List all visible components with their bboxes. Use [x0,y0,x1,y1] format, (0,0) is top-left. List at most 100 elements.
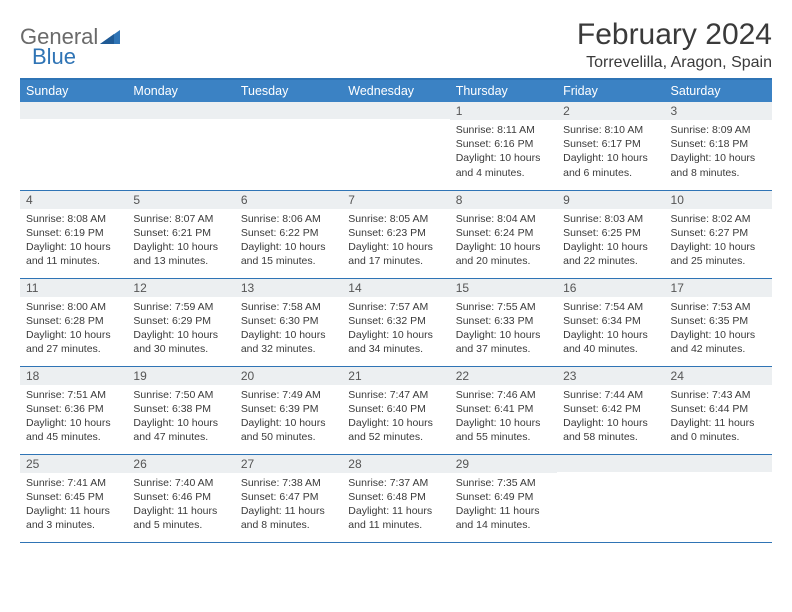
calendar-cell: 22Sunrise: 7:46 AMSunset: 6:41 PMDayligh… [450,366,557,454]
calendar-cell: 3Sunrise: 8:09 AMSunset: 6:18 PMDaylight… [665,102,772,190]
sunset-text: Sunset: 6:17 PM [563,137,658,151]
day-number: 8 [450,191,557,209]
calendar-head: Sunday Monday Tuesday Wednesday Thursday… [20,79,772,102]
day-number [127,102,234,119]
sunrise-text: Sunrise: 8:03 AM [563,212,658,226]
sunset-text: Sunset: 6:41 PM [456,402,551,416]
sunset-text: Sunset: 6:18 PM [671,137,766,151]
day-data: Sunrise: 7:59 AMSunset: 6:29 PMDaylight:… [127,297,234,361]
sunset-text: Sunset: 6:30 PM [241,314,336,328]
sunrise-text: Sunrise: 7:37 AM [348,476,443,490]
calendar-cell [235,102,342,190]
day-number: 25 [20,455,127,473]
weekday-header: Monday [127,79,234,102]
calendar-table: Sunday Monday Tuesday Wednesday Thursday… [20,78,772,543]
calendar-cell: 6Sunrise: 8:06 AMSunset: 6:22 PMDaylight… [235,190,342,278]
day-number: 16 [557,279,664,297]
sunrise-text: Sunrise: 7:46 AM [456,388,551,402]
calendar-cell: 8Sunrise: 8:04 AMSunset: 6:24 PMDaylight… [450,190,557,278]
logo-text-blue: Blue [32,44,76,70]
day-number: 27 [235,455,342,473]
day-data: Sunrise: 7:55 AMSunset: 6:33 PMDaylight:… [450,297,557,361]
day-data: Sunrise: 7:53 AMSunset: 6:35 PMDaylight:… [665,297,772,361]
day-data: Sunrise: 7:51 AMSunset: 6:36 PMDaylight:… [20,385,127,449]
calendar-cell [342,102,449,190]
sunset-text: Sunset: 6:42 PM [563,402,658,416]
day-data: Sunrise: 7:50 AMSunset: 6:38 PMDaylight:… [127,385,234,449]
sunrise-text: Sunrise: 7:44 AM [563,388,658,402]
sunrise-text: Sunrise: 8:05 AM [348,212,443,226]
daylight-text: Daylight: 10 hours and 25 minutes. [671,240,766,268]
day-data: Sunrise: 7:54 AMSunset: 6:34 PMDaylight:… [557,297,664,361]
day-data: Sunrise: 7:47 AMSunset: 6:40 PMDaylight:… [342,385,449,449]
day-data: Sunrise: 7:35 AMSunset: 6:49 PMDaylight:… [450,473,557,537]
sunset-text: Sunset: 6:21 PM [133,226,228,240]
sunset-text: Sunset: 6:28 PM [26,314,121,328]
daylight-text: Daylight: 10 hours and 40 minutes. [563,328,658,356]
day-data: Sunrise: 8:08 AMSunset: 6:19 PMDaylight:… [20,209,127,273]
calendar-row: 25Sunrise: 7:41 AMSunset: 6:45 PMDayligh… [20,454,772,542]
month-title: February 2024 [577,18,772,52]
calendar-cell: 18Sunrise: 7:51 AMSunset: 6:36 PMDayligh… [20,366,127,454]
location-text: Torrevelilla, Aragon, Spain [577,54,772,72]
calendar-cell: 5Sunrise: 8:07 AMSunset: 6:21 PMDaylight… [127,190,234,278]
day-data: Sunrise: 7:57 AMSunset: 6:32 PMDaylight:… [342,297,449,361]
sunset-text: Sunset: 6:25 PM [563,226,658,240]
day-number: 7 [342,191,449,209]
daylight-text: Daylight: 10 hours and 6 minutes. [563,151,658,179]
day-data: Sunrise: 7:44 AMSunset: 6:42 PMDaylight:… [557,385,664,449]
day-number [235,102,342,119]
sunrise-text: Sunrise: 8:09 AM [671,123,766,137]
sunset-text: Sunset: 6:49 PM [456,490,551,504]
daylight-text: Daylight: 10 hours and 45 minutes. [26,416,121,444]
sunrise-text: Sunrise: 7:38 AM [241,476,336,490]
day-data: Sunrise: 7:37 AMSunset: 6:48 PMDaylight:… [342,473,449,537]
daylight-text: Daylight: 11 hours and 8 minutes. [241,504,336,532]
day-data: Sunrise: 8:09 AMSunset: 6:18 PMDaylight:… [665,120,772,184]
day-number [557,455,664,472]
calendar-cell: 15Sunrise: 7:55 AMSunset: 6:33 PMDayligh… [450,278,557,366]
daylight-text: Daylight: 10 hours and 4 minutes. [456,151,551,179]
daylight-text: Daylight: 10 hours and 13 minutes. [133,240,228,268]
sunset-text: Sunset: 6:16 PM [456,137,551,151]
sunset-text: Sunset: 6:36 PM [26,402,121,416]
logo-triangle-icon [100,28,122,46]
calendar-cell: 14Sunrise: 7:57 AMSunset: 6:32 PMDayligh… [342,278,449,366]
sunrise-text: Sunrise: 7:58 AM [241,300,336,314]
day-number: 19 [127,367,234,385]
calendar-body: 1Sunrise: 8:11 AMSunset: 6:16 PMDaylight… [20,102,772,542]
calendar-cell: 2Sunrise: 8:10 AMSunset: 6:17 PMDaylight… [557,102,664,190]
day-number: 20 [235,367,342,385]
sunrise-text: Sunrise: 7:54 AM [563,300,658,314]
sunrise-text: Sunrise: 8:06 AM [241,212,336,226]
sunset-text: Sunset: 6:19 PM [26,226,121,240]
calendar-cell: 4Sunrise: 8:08 AMSunset: 6:19 PMDaylight… [20,190,127,278]
calendar-cell: 12Sunrise: 7:59 AMSunset: 6:29 PMDayligh… [127,278,234,366]
sunrise-text: Sunrise: 8:11 AM [456,123,551,137]
day-data: Sunrise: 8:04 AMSunset: 6:24 PMDaylight:… [450,209,557,273]
sunrise-text: Sunrise: 7:49 AM [241,388,336,402]
calendar-cell: 9Sunrise: 8:03 AMSunset: 6:25 PMDaylight… [557,190,664,278]
day-data: Sunrise: 8:00 AMSunset: 6:28 PMDaylight:… [20,297,127,361]
sunset-text: Sunset: 6:33 PM [456,314,551,328]
daylight-text: Daylight: 10 hours and 30 minutes. [133,328,228,356]
day-number: 28 [342,455,449,473]
day-number: 17 [665,279,772,297]
daylight-text: Daylight: 10 hours and 8 minutes. [671,151,766,179]
calendar-cell: 16Sunrise: 7:54 AMSunset: 6:34 PMDayligh… [557,278,664,366]
weekday-header: Sunday [20,79,127,102]
daylight-text: Daylight: 10 hours and 58 minutes. [563,416,658,444]
day-data: Sunrise: 7:49 AMSunset: 6:39 PMDaylight:… [235,385,342,449]
calendar-cell: 10Sunrise: 8:02 AMSunset: 6:27 PMDayligh… [665,190,772,278]
day-data: Sunrise: 7:38 AMSunset: 6:47 PMDaylight:… [235,473,342,537]
calendar-row: 11Sunrise: 8:00 AMSunset: 6:28 PMDayligh… [20,278,772,366]
calendar-row: 4Sunrise: 8:08 AMSunset: 6:19 PMDaylight… [20,190,772,278]
sunrise-text: Sunrise: 7:57 AM [348,300,443,314]
day-data: Sunrise: 8:10 AMSunset: 6:17 PMDaylight:… [557,120,664,184]
calendar-cell: 1Sunrise: 8:11 AMSunset: 6:16 PMDaylight… [450,102,557,190]
day-number: 12 [127,279,234,297]
sunset-text: Sunset: 6:46 PM [133,490,228,504]
daylight-text: Daylight: 10 hours and 27 minutes. [26,328,121,356]
sunset-text: Sunset: 6:23 PM [348,226,443,240]
calendar-cell: 27Sunrise: 7:38 AMSunset: 6:47 PMDayligh… [235,454,342,542]
